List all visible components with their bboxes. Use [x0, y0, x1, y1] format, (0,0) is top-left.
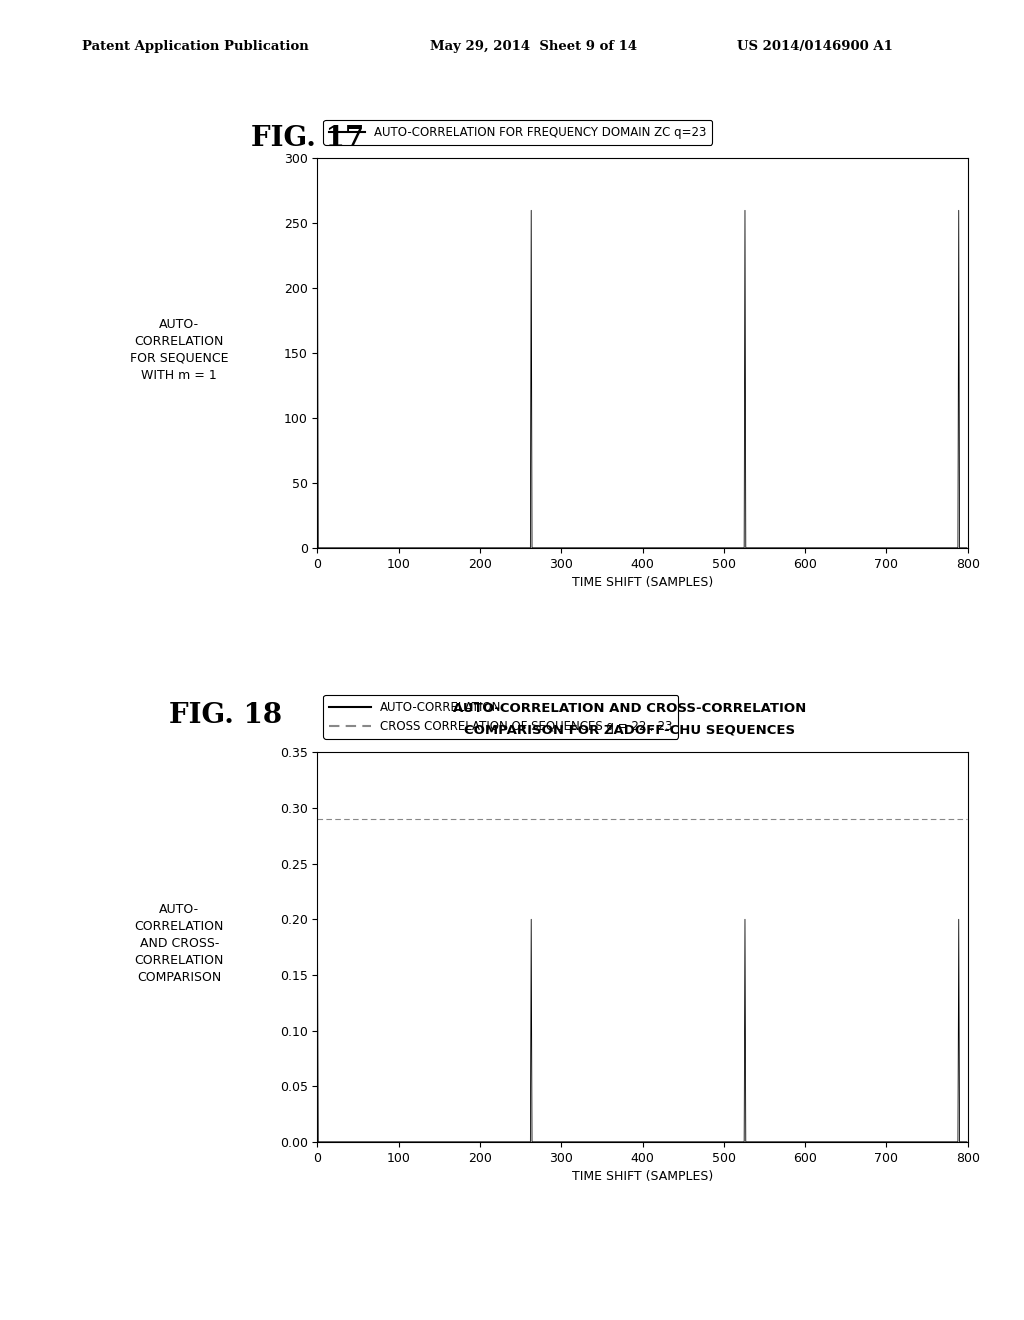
Legend: AUTO-CORRELATION FOR FREQUENCY DOMAIN ZC q=23: AUTO-CORRELATION FOR FREQUENCY DOMAIN ZC…: [324, 120, 713, 145]
Text: Patent Application Publication: Patent Application Publication: [82, 40, 308, 53]
Legend: AUTO-CORRELATION, CROSS CORRELATION OF SEQUENCES q = 22 , 23: AUTO-CORRELATION, CROSS CORRELATION OF S…: [324, 696, 679, 739]
Text: US 2014/0146900 A1: US 2014/0146900 A1: [737, 40, 893, 53]
Text: COMPARISON FOR ZADOFF-CHU SEQUENCES: COMPARISON FOR ZADOFF-CHU SEQUENCES: [464, 723, 796, 737]
Text: AUTO-
CORRELATION
AND CROSS-
CORRELATION
COMPARISON: AUTO- CORRELATION AND CROSS- CORRELATION…: [134, 903, 224, 985]
X-axis label: TIME SHIFT (SAMPLES): TIME SHIFT (SAMPLES): [572, 576, 713, 589]
Text: AUTO-
CORRELATION
FOR SEQUENCE
WITH m = 1: AUTO- CORRELATION FOR SEQUENCE WITH m = …: [130, 318, 228, 381]
Text: FIG. 18: FIG. 18: [169, 702, 282, 729]
Text: May 29, 2014  Sheet 9 of 14: May 29, 2014 Sheet 9 of 14: [430, 40, 637, 53]
Text: FIG. 17: FIG. 17: [251, 125, 364, 152]
X-axis label: TIME SHIFT (SAMPLES): TIME SHIFT (SAMPLES): [572, 1170, 713, 1183]
Text: AUTO-CORRELATION AND CROSS-CORRELATION: AUTO-CORRELATION AND CROSS-CORRELATION: [454, 702, 806, 715]
